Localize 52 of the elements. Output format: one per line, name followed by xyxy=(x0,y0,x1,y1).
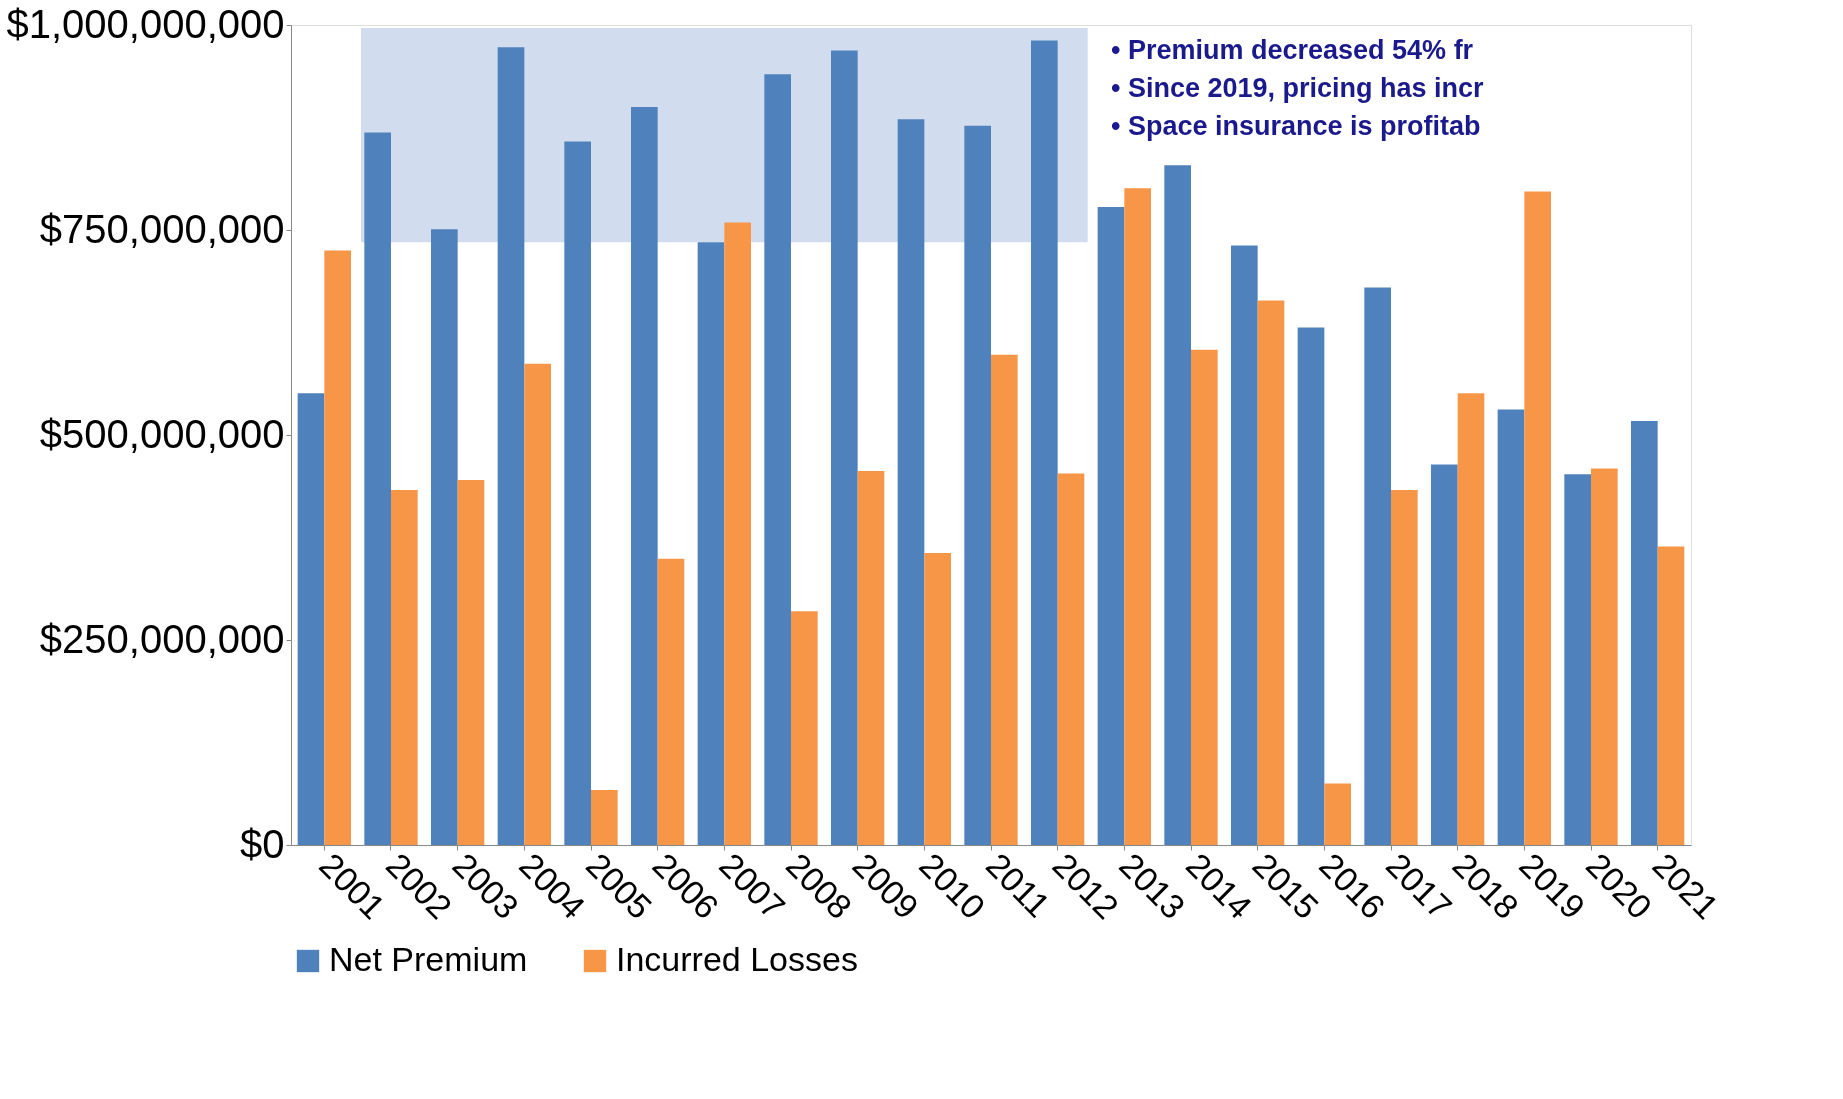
bar xyxy=(1564,474,1591,845)
bar xyxy=(1191,349,1218,845)
bar xyxy=(431,229,458,845)
bar xyxy=(324,250,351,845)
bar xyxy=(991,354,1018,845)
bar xyxy=(591,790,618,845)
bar xyxy=(1497,409,1525,845)
bar xyxy=(631,107,658,845)
bar xyxy=(457,480,485,845)
y-tick-label: $0 xyxy=(240,821,285,866)
bar xyxy=(1457,393,1485,845)
bar xyxy=(1031,40,1058,845)
bar xyxy=(697,242,725,845)
bar xyxy=(564,141,591,845)
bar xyxy=(1364,287,1391,845)
bar xyxy=(524,363,551,845)
bar xyxy=(497,47,525,845)
bar xyxy=(1164,165,1191,845)
bar xyxy=(831,50,858,845)
y-tick-label: $500,000,000 xyxy=(39,411,285,456)
legend-label: Incurred Losses xyxy=(616,940,858,978)
bar xyxy=(1297,327,1325,845)
bar xyxy=(724,222,751,845)
annotation: • Since 2019, pricing has incr xyxy=(1111,73,1485,103)
bar xyxy=(764,74,791,845)
bar xyxy=(1231,245,1258,845)
bar xyxy=(1124,188,1151,845)
bar xyxy=(1097,207,1125,845)
y-tick-label: $750,000,000 xyxy=(39,206,285,251)
bar xyxy=(1591,468,1618,845)
y-tick-label: $1,000,000,000 xyxy=(6,1,285,46)
legend-label: Net Premium xyxy=(329,940,528,978)
bar xyxy=(1324,783,1351,845)
bar xyxy=(657,558,685,845)
bar xyxy=(297,393,325,845)
y-tick-label: $250,000,000 xyxy=(39,616,285,661)
bar xyxy=(924,553,951,845)
annotation: • Premium decreased 54% fr xyxy=(1111,35,1474,65)
bar xyxy=(1257,300,1285,845)
bar xyxy=(1631,421,1658,845)
bar xyxy=(1657,546,1685,845)
bar xyxy=(1431,464,1458,845)
annotation: • Space insurance is profitab xyxy=(1111,111,1481,141)
bar xyxy=(791,611,818,845)
bar xyxy=(964,125,991,845)
bar xyxy=(1524,191,1551,845)
bar xyxy=(897,119,925,845)
bar xyxy=(1391,489,1418,845)
bar xyxy=(391,489,418,845)
bar xyxy=(1057,473,1085,845)
bar xyxy=(364,132,391,845)
bar xyxy=(857,471,885,845)
